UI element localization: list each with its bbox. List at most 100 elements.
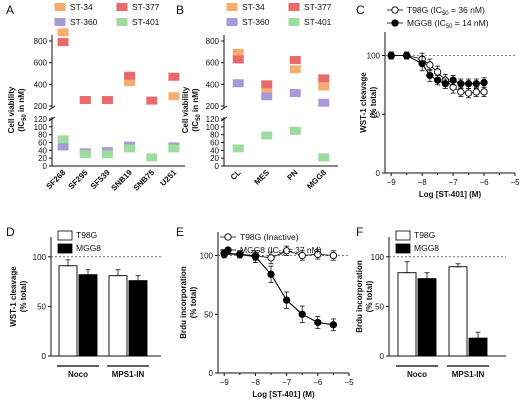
y-axis-title-B: Cell viability	[181, 86, 190, 133]
legend-swatch-ST-360	[54, 18, 66, 26]
point-C-MGG8-2	[418, 60, 426, 68]
x-axis-title-E: Log [ST-401] (M)	[252, 390, 315, 399]
point-C-T98G-10	[480, 88, 488, 96]
point-ST-34-U251	[168, 92, 180, 101]
ytick-label-B-60: 60	[210, 139, 219, 148]
y-axis-title-C: WST-1 cleavage	[359, 72, 368, 133]
axis-break-B	[220, 105, 228, 111]
category-label-SF268: SF268	[44, 168, 67, 191]
legend-label-C-0: T98G (IC50 = 36 nM)	[407, 5, 485, 17]
ytick-label-A-20: 20	[38, 154, 47, 163]
ytick-label-F-0: 0	[380, 352, 385, 361]
legend-swatch-ST-401	[116, 18, 128, 26]
category-label-MGG8: MGG8	[305, 168, 328, 191]
ytick-label-A-100: 100	[34, 123, 48, 132]
ytick-label-B-80: 80	[210, 131, 219, 140]
category-label-F-MPS1-IN: MPS1-IN	[452, 370, 485, 379]
point-ST-401-SF295	[79, 150, 91, 159]
xtick-label-C--7: −7	[449, 178, 459, 187]
category-label-PN: PN	[285, 168, 299, 182]
ytick-label-C-100: 100	[367, 52, 381, 61]
point-C-MGG8-10	[480, 78, 488, 87]
panel-label-C: C	[356, 3, 365, 17]
point-ST-360-CL	[232, 79, 244, 88]
bar-D-T98G-MPS1-IN	[108, 275, 128, 357]
point-ST-401-U251	[168, 144, 180, 153]
ytick-label-B-100: 100	[206, 123, 220, 132]
y-axis-units-B: (IC50 in nM)	[191, 88, 202, 131]
legend-swatch-ST-401	[288, 18, 300, 26]
legend-label-ST-377: ST-377	[132, 2, 160, 12]
point-ST-401-MES	[261, 131, 273, 140]
point-ST-401-PN	[289, 126, 301, 135]
point-E-MGG8-4	[282, 296, 291, 304]
ytick-label-F-50: 50	[375, 302, 384, 311]
point-C-MGG8-6	[449, 76, 457, 84]
panel-label-E: E	[176, 225, 184, 239]
legend-swatch-ST-360	[226, 18, 238, 26]
category-label-SF539: SF539	[89, 168, 112, 191]
point-C-MGG8-0	[387, 51, 395, 60]
bar-D-MGG8-MPS1-IN	[128, 280, 148, 357]
xtick-label-E--8: −8	[251, 378, 261, 387]
legend-swatch-D-T98G	[57, 230, 73, 241]
point-ST-401-SNB75	[146, 153, 158, 162]
ytick-label-A-600: 600	[34, 59, 48, 68]
y-axis-units-E: (% total)	[189, 286, 198, 318]
legend-swatch-D-MGG8	[57, 243, 73, 254]
point-E-MGG8-2	[251, 253, 260, 261]
point-ST-401-MGG8	[318, 153, 330, 162]
point-ST-34-CL	[232, 48, 244, 57]
legend-label-ST-34: ST-34	[70, 2, 93, 12]
ytick-label-E-100: 100	[200, 252, 214, 261]
xtick-label-C--9: −9	[387, 178, 397, 187]
legend-label-E-1: MGG8 (IC50 = 37 nM)	[240, 245, 322, 257]
ytick-label-A-400: 400	[34, 80, 48, 89]
ytick-label-C-50: 50	[371, 110, 380, 119]
legend-label-E-0: T98G (Inactive)	[240, 232, 299, 242]
point-E-MGG8-6	[314, 318, 322, 327]
legend-swatch-F-MGG8	[395, 243, 411, 254]
y-axis-title-E: Brdu incorporation	[179, 266, 188, 339]
ytick-label-E-0: 0	[209, 369, 214, 378]
legend-swatch-ST-377	[288, 3, 300, 11]
legend-label-ST-401: ST-401	[304, 17, 332, 27]
point-C-MGG8-5	[441, 80, 450, 88]
xtick-label-E--6: −6	[313, 378, 323, 387]
point-ST-34-MES	[261, 86, 273, 95]
legend-label-ST-360: ST-360	[242, 17, 270, 27]
category-label-SNB75: SNB75	[132, 168, 157, 193]
ytick-label-A-200: 200	[34, 102, 48, 111]
point-ST-360-SF268	[57, 142, 69, 151]
category-label-SNB19: SNB19	[109, 168, 134, 193]
legend-swatch-F-T98G	[395, 230, 411, 241]
ytick-label-D-100: 100	[33, 253, 47, 262]
y-axis-title-A: Cell viability	[7, 86, 16, 133]
bar-F-MGG8-Noco	[417, 278, 437, 357]
y-axis-title-D: WST-1 cleavage	[9, 266, 18, 327]
point-E-MGG8-1	[236, 250, 244, 258]
xtick-label-C--8: −8	[418, 178, 428, 187]
xtick-label-C--6: −6	[479, 178, 489, 187]
legend-marker-C-0	[391, 6, 399, 14]
point-E-MGG8-7	[329, 321, 338, 329]
ytick-label-A-0: 0	[43, 162, 48, 171]
point-ST-34-SF268	[57, 28, 69, 37]
point-ST-377-PN	[289, 55, 301, 64]
bar-F-MGG8-MPS1-IN	[468, 337, 488, 357]
y-axis-units-A: (IC50 in nM)	[17, 88, 28, 131]
ytick-label-F-100: 100	[371, 253, 385, 262]
ytick-label-A-120: 120	[34, 115, 48, 124]
legend-swatch-ST-377	[116, 3, 128, 11]
xtick-label-C--5: −5	[510, 178, 520, 187]
category-label-F-Noco: Noco	[407, 370, 427, 379]
point-C-T98G-3	[426, 61, 434, 69]
category-label-D-Noco: Noco	[68, 370, 88, 379]
point-C-T98G-9	[472, 88, 480, 96]
y-axis-units-C: (% total)	[369, 86, 378, 118]
xtick-label-E--5: −5	[344, 378, 354, 387]
point-E-T98G-7	[329, 251, 338, 260]
legend-label-ST-401: ST-401	[132, 17, 160, 27]
legend-marker-E-0	[224, 233, 232, 241]
